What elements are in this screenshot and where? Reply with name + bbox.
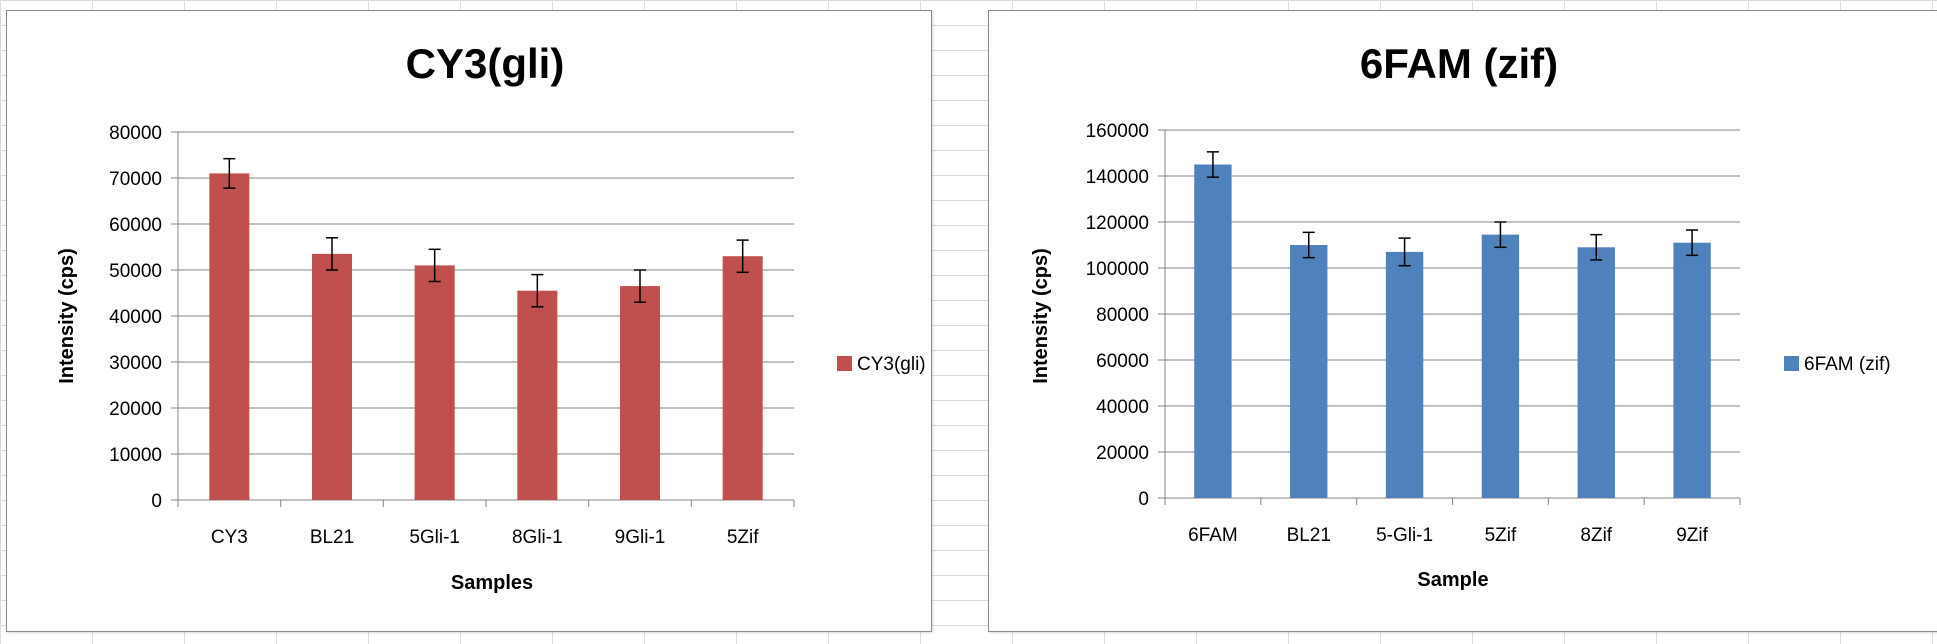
y-tick-label: 40000 — [109, 307, 162, 328]
chart-title: CY3(gli) — [406, 40, 565, 87]
x-tick-label: BL21 — [310, 527, 354, 548]
bar — [1577, 247, 1615, 498]
x-tick-label: 5Gli-1 — [409, 527, 460, 548]
y-tick-label: 140000 — [1086, 167, 1149, 188]
y-tick-label: 100000 — [1086, 259, 1149, 280]
y-tick-label: 20000 — [1096, 443, 1149, 464]
x-tick-label: 6FAM — [1188, 525, 1238, 546]
chart-cy3-gli-plot: CY3(gli) Samples Intensity (cps) 0 10000 2… — [56, 40, 926, 594]
x-tick-label: 9Gli-1 — [615, 527, 666, 548]
y-tick-label: 10000 — [109, 445, 162, 466]
bar — [311, 253, 353, 500]
y-tick-label: 70000 — [109, 169, 162, 190]
bar — [1673, 242, 1711, 498]
y-tick-label: 50000 — [109, 261, 162, 282]
x-axis-title: Samples — [451, 572, 533, 594]
y-tick-label: 60000 — [1096, 351, 1149, 372]
chart-title: 6FAM (zif) — [1360, 40, 1558, 87]
legend-swatch — [837, 356, 852, 371]
bar — [517, 290, 558, 500]
legend-label: CY3(gli) — [857, 354, 926, 375]
bar — [209, 173, 250, 500]
bar — [1290, 245, 1328, 498]
legend-swatch — [1784, 356, 1799, 371]
x-tick-label: 8Gli-1 — [512, 527, 563, 548]
y-tick-label: 80000 — [1096, 305, 1149, 326]
y-tick-label: 0 — [151, 491, 162, 512]
bar — [1481, 234, 1520, 498]
y-tick-label: 20000 — [109, 399, 162, 420]
y-tick-label: 40000 — [1096, 397, 1149, 418]
chart-6fam-zif: 6FAM (zif) Sample Intensity (cps) 0 20000… — [988, 10, 1937, 632]
bar — [722, 256, 763, 500]
chart-cy3-gli: CY3(gli) Samples Intensity (cps) 0 10000 2… — [6, 10, 932, 632]
bar — [1385, 251, 1424, 498]
y-tick-label: 0 — [1138, 489, 1149, 510]
x-tick-label: 9Zif — [1676, 525, 1708, 546]
x-tick-label: CY3 — [211, 527, 248, 548]
x-tick-label: BL21 — [1287, 525, 1331, 546]
bar — [619, 286, 661, 500]
y-tick-label: 60000 — [109, 215, 162, 236]
chart-6fam-zif-plot: 6FAM (zif) Sample Intensity (cps) 0 20000… — [1030, 40, 1891, 591]
y-tick-label: 160000 — [1086, 121, 1149, 142]
legend-label: 6FAM (zif) — [1804, 354, 1891, 375]
y-axis-title: Intensity (cps) — [56, 248, 78, 384]
x-tick-label: 5-Gli-1 — [1376, 525, 1433, 546]
y-tick-label: 80000 — [109, 123, 162, 144]
x-tick-label: 5Zif — [727, 527, 759, 548]
y-tick-label: 30000 — [109, 353, 162, 374]
bar — [1194, 164, 1232, 498]
y-tick-label: 120000 — [1086, 213, 1149, 234]
y-axis-title: Intensity (cps) — [1030, 248, 1052, 384]
bar — [414, 265, 455, 500]
x-tick-label: 8Zif — [1580, 525, 1612, 546]
x-axis-title: Sample — [1417, 569, 1488, 591]
x-tick-label: 5Zif — [1485, 525, 1517, 546]
